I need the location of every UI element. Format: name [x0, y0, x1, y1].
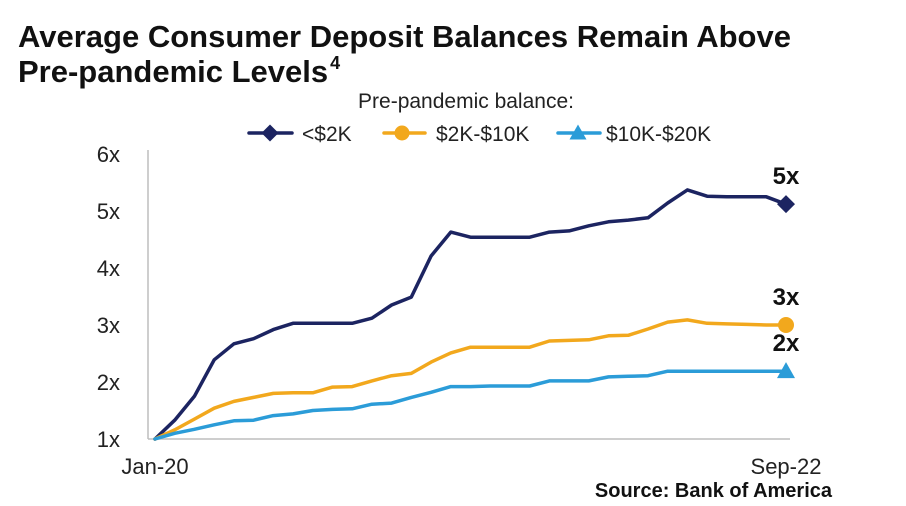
series-line-2k-to-10k: [153, 318, 788, 441]
y-tick-label: 3x: [97, 313, 120, 338]
series-end-label: 5x: [773, 163, 800, 190]
y-tick-label: 1x: [97, 427, 120, 452]
legend-circle-marker: [394, 125, 410, 141]
x-tick-label: Sep-22: [751, 454, 822, 479]
series-line-under-2k: [153, 188, 788, 441]
series-end-diamond-marker: [777, 195, 795, 214]
title-footnote-marker: 4: [330, 53, 341, 73]
series-10k-to-20k: 2x: [153, 330, 800, 441]
legend-label: $2K-$10K: [436, 123, 529, 146]
legend: Pre-pandemic balance: <$2K $2K-$10K $10K-$2…: [247, 90, 711, 146]
series-line-10k-to-20k: [153, 369, 788, 441]
legend-triangle-marker: [569, 124, 587, 140]
series-end-label: 2x: [773, 330, 800, 357]
series-end-circle-marker: [778, 317, 794, 333]
series-end-triangle-marker: [777, 362, 795, 379]
legend-item-10k-to-20k: $10K-$20K: [556, 123, 711, 146]
x-tick-label: Jan-20: [121, 454, 188, 479]
series-under-2k: 5x: [153, 163, 800, 441]
series-2k-to-10k: 3x: [153, 284, 800, 441]
y-tick-label: 5x: [97, 199, 120, 224]
y-tick-label: 6x: [97, 142, 120, 167]
source-note: Source: Bank of America: [594, 480, 832, 502]
y-tick-label: 2x: [97, 370, 120, 395]
page-title: Average Consumer Deposit Balances Remain…: [18, 19, 838, 89]
legend-label: $10K-$20K: [606, 123, 711, 146]
legend-title: Pre-pandemic balance:: [358, 90, 574, 113]
series-end-label: 3x: [773, 284, 800, 311]
legend-item-under-2k: <$2K: [247, 123, 352, 146]
legend-label: <$2K: [302, 123, 352, 146]
legend-item-2k-to-10k: $2K-$10K: [382, 123, 529, 146]
legend-diamond-marker: [261, 124, 279, 142]
title-text: Average Consumer Deposit Balances Remain…: [18, 19, 791, 89]
y-tick-label: 4x: [97, 256, 120, 281]
